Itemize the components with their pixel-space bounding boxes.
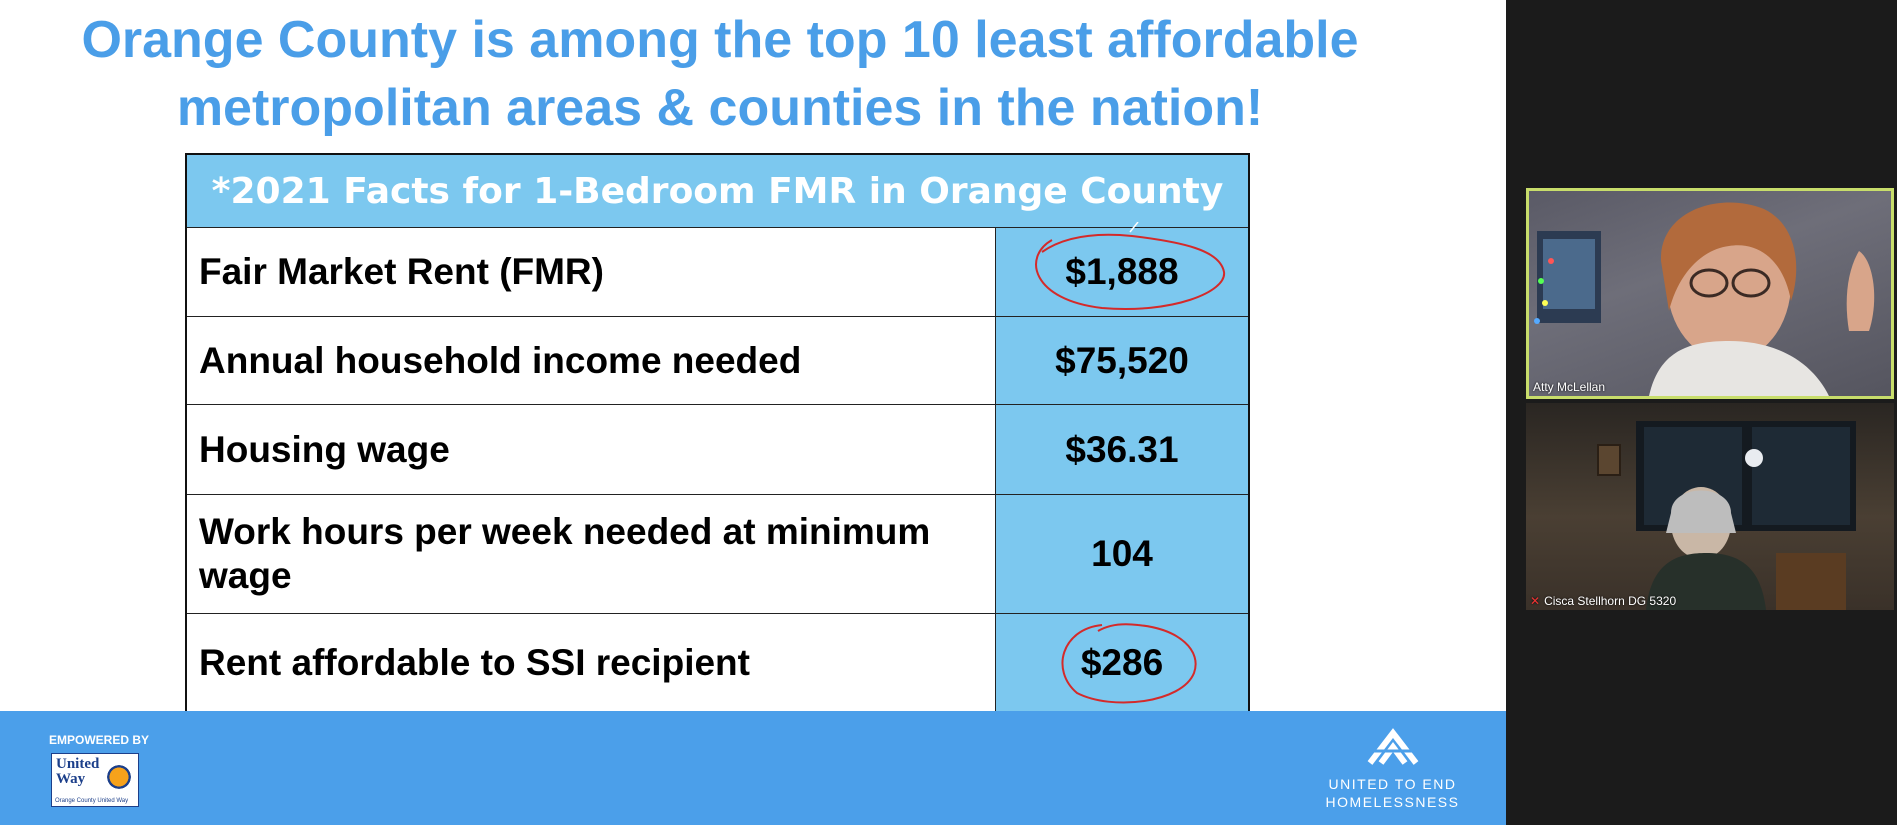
table-row: Rent affordable to SSI recipient $286	[185, 613, 1250, 713]
row-value-fmr: $1,888	[995, 222, 1250, 317]
row-value-housing-wage: $36.31	[995, 404, 1250, 495]
participant-video-tile[interactable]: ✕ Cisca Stellhorn DG 5320	[1526, 403, 1894, 610]
united-to-end-homelessness-icon	[1367, 728, 1419, 765]
participant-video-feed	[1597, 421, 1856, 610]
ueh-line-1: UNITED TO END	[1328, 776, 1457, 792]
table-row: Work hours per week needed at minimum wa…	[185, 494, 1250, 614]
united-to-end-homelessness-logo: UNITED TO END HOMELESSNESS	[1325, 775, 1460, 811]
row-label-housing-wage: Housing wage	[185, 404, 996, 495]
participant-video-tile[interactable]: Atty McLellan	[1526, 188, 1894, 399]
slide-title-line-1: Orange County is among the top 10 least …	[81, 11, 1359, 69]
row-label-ssi-rent: Rent affordable to SSI recipient	[185, 613, 996, 713]
row-value-ssi-rent: $286	[995, 613, 1250, 713]
participant-video-feed	[1534, 202, 1875, 396]
participant-name: Atty McLellan	[1533, 380, 1606, 394]
table-header: *2021 Facts for 1-Bedroom FMR in Orange …	[185, 153, 1250, 228]
facts-table: *2021 Facts for 1-Bedroom FMR in Orange …	[185, 153, 1250, 713]
participant-name: Cisca Stellhorn DG 5320	[1544, 594, 1677, 608]
united-way-subtitle: Orange County United Way	[55, 798, 129, 804]
empowered-by-label: EMPOWERED BY	[49, 733, 150, 747]
muted-mic-icon: ✕	[1530, 594, 1541, 608]
slide-footer: EMPOWERED BY United Way Orange County Un…	[0, 711, 1506, 825]
row-value-income: $75,520	[995, 316, 1250, 405]
value-text: $286	[1080, 641, 1164, 683]
ueh-line-2: HOMELESSNESS	[1325, 794, 1460, 810]
united-way-wordmark: United Way	[56, 756, 100, 787]
table-row: Annual household income needed $75,520	[185, 316, 1250, 405]
row-value-work-hours: 104	[995, 494, 1250, 614]
slide-title-line-2: metropolitan areas & counties in the nat…	[176, 79, 1264, 137]
table-header-row: *2021 Facts for 1-Bedroom FMR in Orange …	[185, 153, 1250, 228]
row-label-income: Annual household income needed	[185, 316, 996, 405]
row-label-fmr: Fair Market Rent (FMR)	[185, 227, 996, 317]
value-text: $1,888	[1065, 251, 1179, 292]
table-row: Housing wage $36.31	[185, 404, 1250, 495]
table-row: Fair Market Rent (FMR) $1,888	[185, 222, 1250, 317]
united-way-sun-icon	[104, 759, 134, 789]
united-way-logo: United Way Orange County United Way	[51, 753, 139, 807]
row-label-work-hours: Work hours per week needed at minimum wa…	[185, 494, 996, 614]
participant-name-tag: ✕ Cisca Stellhorn DG 5320	[1530, 594, 1676, 608]
slide-title: Orange County is among the top 10 least …	[0, 6, 1440, 142]
presentation-slide: Orange County is among the top 10 least …	[0, 0, 1506, 825]
